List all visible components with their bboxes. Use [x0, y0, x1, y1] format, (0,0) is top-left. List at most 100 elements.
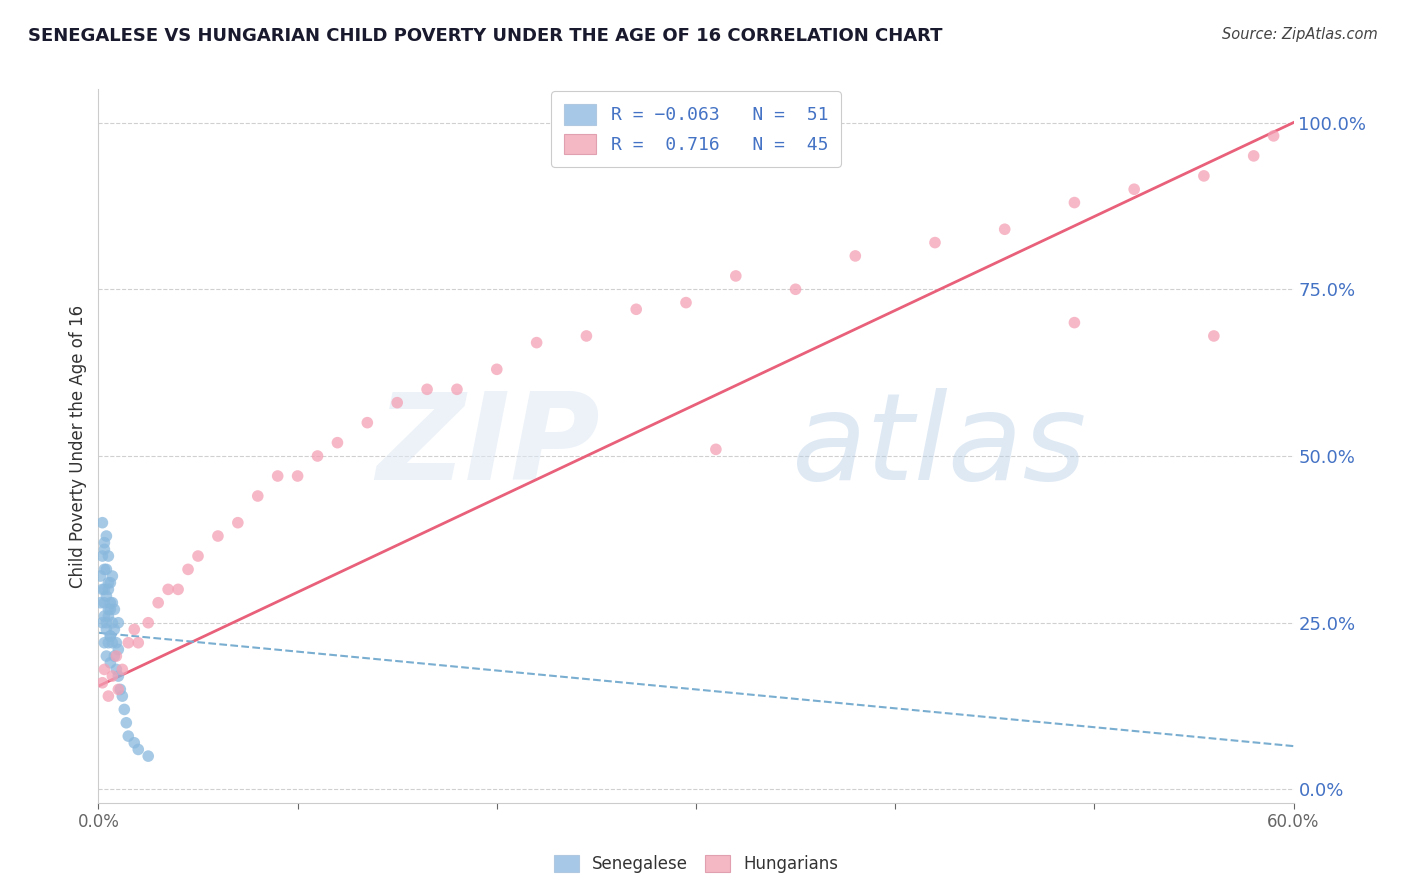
- Point: [785, 282, 807, 296]
- Point: [91, 615, 114, 630]
- Point: [105, 636, 128, 650]
- Point: [91, 549, 114, 563]
- Point: [97, 609, 120, 624]
- Point: [446, 382, 468, 396]
- Point: [226, 516, 249, 530]
- Point: [98, 656, 122, 670]
- Point: [115, 715, 138, 730]
- Point: [107, 682, 129, 697]
- Text: atlas: atlas: [792, 387, 1087, 505]
- Point: [103, 602, 125, 616]
- Point: [124, 623, 146, 637]
- Point: [93, 596, 115, 610]
- Point: [994, 222, 1017, 236]
- Point: [101, 596, 124, 610]
- Point: [385, 395, 409, 409]
- Point: [97, 549, 120, 563]
- Point: [112, 702, 135, 716]
- Point: [98, 575, 122, 590]
- Point: [97, 689, 120, 703]
- Point: [127, 636, 149, 650]
- Point: [127, 742, 149, 756]
- Point: [96, 589, 118, 603]
- Point: [111, 689, 134, 703]
- Point: [136, 749, 159, 764]
- Point: [110, 682, 132, 697]
- Point: [97, 636, 120, 650]
- Point: [93, 542, 115, 557]
- Point: [105, 649, 128, 664]
- Point: [307, 449, 329, 463]
- Point: [97, 582, 120, 597]
- Point: [103, 649, 125, 664]
- Point: [93, 662, 115, 676]
- Point: [356, 416, 378, 430]
- Point: [107, 669, 129, 683]
- Point: [117, 636, 139, 650]
- Point: [98, 629, 122, 643]
- Point: [96, 649, 118, 664]
- Point: [844, 249, 866, 263]
- Point: [111, 662, 134, 676]
- Legend: Senegalese, Hungarians: Senegalese, Hungarians: [547, 848, 845, 880]
- Point: [1243, 149, 1265, 163]
- Point: [89, 569, 111, 583]
- Point: [107, 615, 129, 630]
- Point: [103, 623, 125, 637]
- Point: [187, 549, 209, 563]
- Point: [1192, 169, 1215, 183]
- Point: [724, 268, 747, 283]
- Point: [485, 362, 508, 376]
- Text: SENEGALESE VS HUNGARIAN CHILD POVERTY UNDER THE AGE OF 16 CORRELATION CHART: SENEGALESE VS HUNGARIAN CHILD POVERTY UN…: [28, 27, 942, 45]
- Point: [675, 295, 697, 310]
- Point: [96, 623, 118, 637]
- Point: [177, 562, 200, 576]
- Point: [416, 382, 439, 396]
- Point: [267, 469, 290, 483]
- Point: [96, 529, 118, 543]
- Point: [167, 582, 190, 597]
- Point: [1063, 316, 1085, 330]
- Point: [624, 302, 647, 317]
- Point: [526, 335, 548, 350]
- Point: [117, 729, 139, 743]
- Point: [98, 629, 122, 643]
- Point: [97, 602, 120, 616]
- Point: [326, 435, 349, 450]
- Point: [124, 736, 146, 750]
- Text: ZIP: ZIP: [377, 387, 600, 505]
- Point: [93, 535, 115, 549]
- Point: [93, 609, 115, 624]
- Y-axis label: Child Poverty Under the Age of 16: Child Poverty Under the Age of 16: [69, 304, 87, 588]
- Point: [136, 615, 159, 630]
- Point: [101, 569, 124, 583]
- Point: [157, 582, 180, 597]
- Point: [148, 596, 170, 610]
- Point: [287, 469, 309, 483]
- Point: [575, 329, 598, 343]
- Point: [97, 575, 120, 590]
- Point: [207, 529, 229, 543]
- Point: [704, 442, 727, 457]
- Point: [96, 562, 118, 576]
- Point: [105, 662, 128, 676]
- Point: [101, 669, 124, 683]
- Point: [91, 516, 114, 530]
- Text: Source: ZipAtlas.com: Source: ZipAtlas.com: [1222, 27, 1378, 42]
- Point: [98, 602, 122, 616]
- Point: [1123, 182, 1146, 196]
- Point: [89, 596, 111, 610]
- Point: [101, 615, 124, 630]
- Point: [107, 642, 129, 657]
- Point: [246, 489, 269, 503]
- Point: [1063, 195, 1085, 210]
- Point: [1202, 329, 1225, 343]
- Point: [96, 615, 118, 630]
- Point: [1263, 128, 1285, 143]
- Point: [91, 675, 114, 690]
- Point: [98, 596, 122, 610]
- Point: [101, 636, 124, 650]
- Point: [91, 582, 114, 597]
- Point: [93, 582, 115, 597]
- Point: [924, 235, 946, 250]
